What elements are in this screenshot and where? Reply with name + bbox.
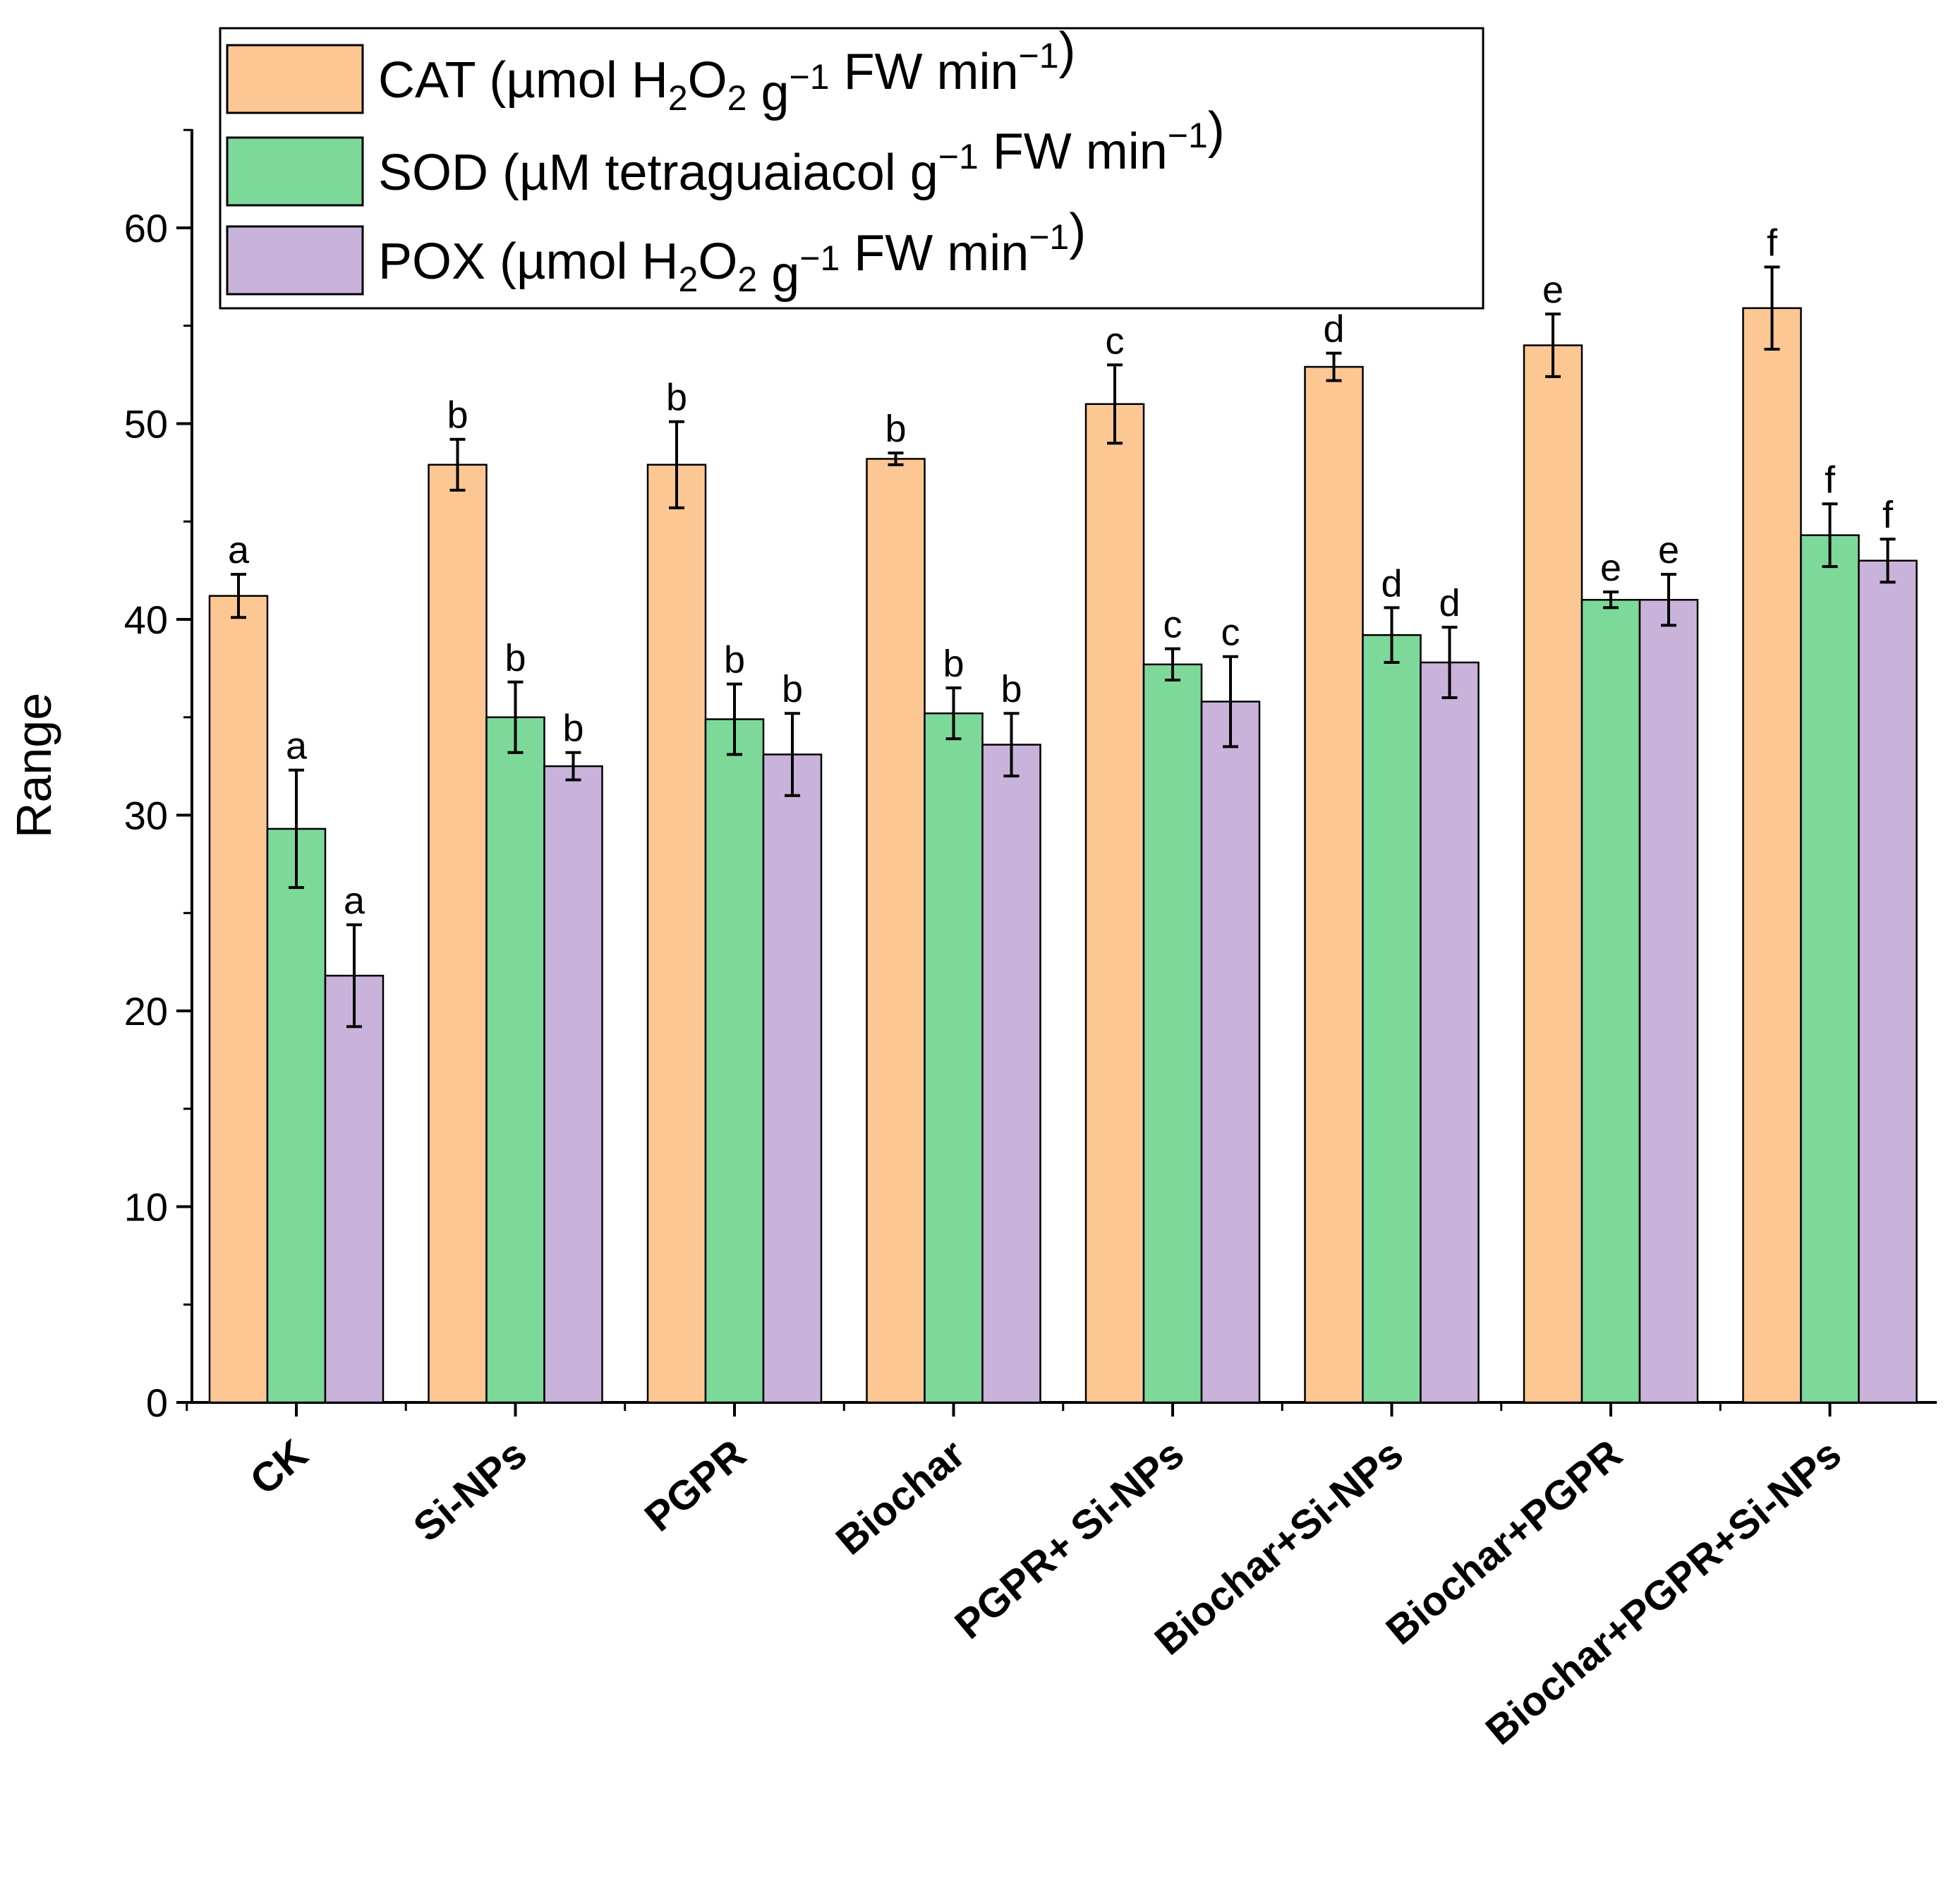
legend-swatch-pox	[226, 225, 364, 296]
bars	[208, 307, 1918, 1404]
significance-letter-pox: e	[1658, 529, 1679, 571]
bar-pox	[543, 765, 603, 1404]
legend-swatch-cat	[226, 44, 364, 114]
y-tick-label: 60	[124, 206, 168, 250]
x-tick-label: CK	[241, 1431, 316, 1504]
error-bars	[231, 265, 1896, 1029]
bar-cat	[1523, 344, 1583, 1404]
bar-sod	[1362, 633, 1422, 1404]
legend-label-sod: SOD (µM tetraguaiacol g−1 FW min−1)	[378, 102, 1225, 201]
x-tick-label: Biochar+PGPR+Si-NPs	[1477, 1431, 1850, 1754]
significance-letter-cat: f	[1767, 222, 1778, 265]
significance-letter-cat: b	[885, 408, 906, 450]
y-tick-label: 30	[124, 794, 168, 838]
x-tick-label: Si-NPs	[405, 1431, 536, 1551]
x-tick-label: PGPR+ Si-NPs	[946, 1431, 1192, 1648]
significance-letter-sod: f	[1825, 459, 1836, 501]
bar-sod	[1142, 663, 1203, 1404]
significance-letter-cat: b	[666, 377, 687, 419]
significance-letter-pox: b	[562, 708, 584, 750]
bar-sod	[1800, 534, 1860, 1404]
significance-letter-sod: b	[504, 637, 526, 679]
significance-letter-sod: b	[943, 643, 964, 685]
significance-letter-sod: e	[1600, 547, 1621, 589]
legend-label-pox: POX (µmol H2O2 g−1 FW min−1)	[378, 204, 1086, 303]
significance-letter-pox: b	[1000, 668, 1022, 710]
bar-sod	[1580, 599, 1641, 1404]
bar-sod	[266, 827, 327, 1404]
significance-letter-sod: c	[1163, 604, 1183, 646]
bar-pox	[1638, 599, 1699, 1404]
bar-pox	[324, 974, 385, 1404]
significance-letter-cat: c	[1106, 320, 1125, 362]
bar-sod	[924, 712, 984, 1404]
y-tick-label: 0	[146, 1381, 168, 1425]
significance-letter-cat: d	[1323, 308, 1344, 351]
bar-sod	[704, 718, 765, 1404]
bar-cat	[1084, 403, 1145, 1404]
legend-swatch-sod	[226, 136, 364, 207]
y-tick-label: 20	[124, 989, 168, 1033]
bar-cat	[866, 458, 926, 1404]
significance-letter-pox: c	[1221, 612, 1240, 654]
bar-pox	[1420, 661, 1480, 1404]
significance-letter-cat: b	[447, 394, 468, 437]
bar-cat	[646, 463, 707, 1404]
bar-pox	[981, 744, 1041, 1404]
significance-letter-pox: a	[344, 880, 365, 922]
significance-letter-cat: a	[228, 529, 250, 571]
y-axis-title: Range	[6, 693, 61, 838]
bar-cat	[208, 595, 269, 1404]
bar-cat	[1304, 365, 1364, 1404]
bar-pox	[1858, 559, 1918, 1404]
significance-letter-sod: d	[1381, 562, 1402, 605]
legend: CAT (µmol H2O2 g−1 FW min−1)SOD (µM tetr…	[219, 23, 1485, 310]
x-tick-label: Biochar	[828, 1431, 974, 1564]
x-tick-label: PGPR	[636, 1431, 755, 1540]
x-tick-label: Biochar+PGPR	[1377, 1431, 1631, 1654]
significance-letter-cat: e	[1542, 269, 1564, 311]
legend-label-cat: CAT (µmol H2O2 g−1 FW min−1)	[378, 23, 1076, 121]
bar-sod	[485, 716, 545, 1404]
legend-frame	[219, 27, 1485, 310]
bar-pox	[762, 753, 823, 1404]
bar-cat	[1742, 307, 1802, 1404]
significance-letter-pox: f	[1882, 494, 1894, 536]
bar-cat	[428, 463, 488, 1404]
y-tick-label: 10	[124, 1185, 168, 1230]
significance-letter-sod: a	[286, 725, 308, 768]
y-tick-label: 50	[124, 402, 168, 447]
significance-letter-sod: b	[724, 639, 745, 681]
y-tick-label: 40	[124, 598, 168, 642]
significance-letter-pox: b	[782, 668, 803, 710]
significance-letter-pox: d	[1439, 582, 1460, 624]
bar-pox	[1200, 701, 1261, 1404]
